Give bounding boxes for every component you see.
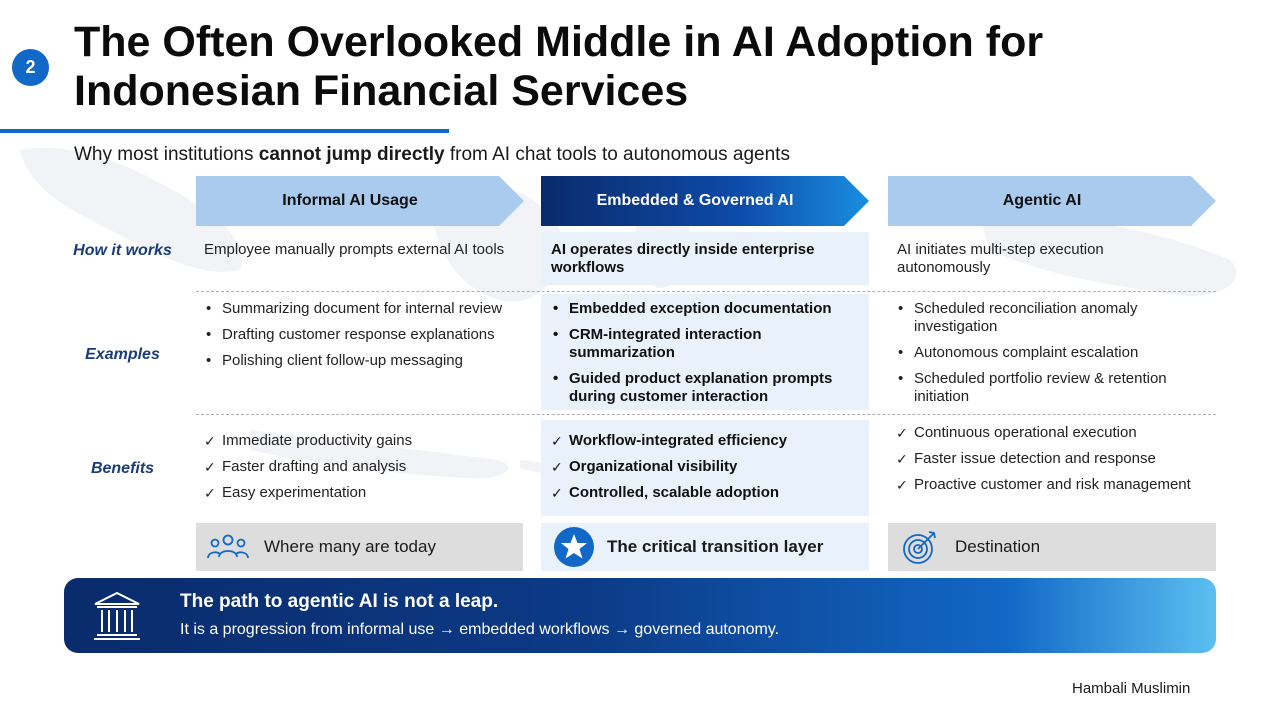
tag-where-many-are-today: Where many are today xyxy=(196,523,523,571)
slide-number-badge: 2 xyxy=(12,49,49,86)
tag-label: The critical transition layer xyxy=(607,537,824,556)
list-item: Embedded exception documentation xyxy=(551,300,861,318)
row-divider xyxy=(196,291,1216,292)
tag-label: Where many are today xyxy=(264,537,436,556)
list-item: Controlled, scalable adoption xyxy=(551,484,861,502)
page-title: The Often Overlooked Middle in AI Adopti… xyxy=(74,18,1044,115)
benefits-list-agentic: Continuous operational execution Faster … xyxy=(896,424,1206,502)
list-item: Organizational visibility xyxy=(551,458,861,476)
list-item: Scheduled portfolio review & retention i… xyxy=(896,370,1206,406)
column-header-label: Embedded & Governed AI xyxy=(596,192,794,209)
list-item: Scheduled reconciliation anomaly investi… xyxy=(896,300,1206,336)
list-item: Faster issue detection and response xyxy=(896,450,1206,468)
tag-critical-transition-layer: The critical transition layer xyxy=(541,523,869,571)
subtitle: Why most institutions cannot jump direct… xyxy=(74,144,790,166)
column-header-embedded: Embedded & Governed AI xyxy=(541,176,869,226)
banner-text: It is a progression from informal use → … xyxy=(180,621,780,638)
column-header-agentic: Agentic AI xyxy=(888,176,1216,226)
row-label-benefits: Benefits xyxy=(90,460,155,477)
benefits-list-informal: Immediate productivity gains Faster draf… xyxy=(204,432,514,510)
list-item: Workflow-integrated efficiency xyxy=(551,432,861,450)
list-item: Polishing client follow-up messaging xyxy=(204,352,514,370)
examples-list-informal: Summarizing document for internal review… xyxy=(204,300,514,378)
tag-label: Destination xyxy=(955,537,1041,556)
star-badge-icon xyxy=(554,527,594,567)
list-item: Immediate productivity gains xyxy=(204,432,514,450)
list-item: Proactive customer and risk management xyxy=(896,476,1206,494)
list-item: Autonomous complaint escalation xyxy=(896,344,1206,362)
list-item: Faster drafting and analysis xyxy=(204,458,514,476)
list-item: Drafting customer response explanations xyxy=(204,326,514,344)
list-item: Guided product explanation prompts durin… xyxy=(551,370,861,406)
people-group-icon xyxy=(207,534,249,559)
takeaway-banner: The path to agentic AI is not a leap. It… xyxy=(64,578,1216,653)
list-item: Continuous operational execution xyxy=(896,424,1206,442)
column-header-label: Informal AI Usage xyxy=(282,192,418,209)
how-it-works-embedded: AI operates directly inside enterprise w… xyxy=(551,241,815,276)
list-item: Summarizing document for internal review xyxy=(204,300,514,318)
row-label-examples: Examples xyxy=(85,346,160,363)
column-header-label: Agentic AI xyxy=(1002,192,1082,209)
target-icon xyxy=(903,531,936,564)
benefits-list-embedded: Workflow-integrated efficiency Organizat… xyxy=(551,432,861,510)
examples-list-embedded: Embedded exception documentation CRM-int… xyxy=(551,300,861,414)
author-name: Hambali Muslimin xyxy=(1072,680,1191,697)
title-underline xyxy=(0,129,449,133)
banner-title: The path to agentic AI is not a leap. xyxy=(180,591,499,612)
column-header-informal: Informal AI Usage xyxy=(196,176,524,226)
subtitle-before: Why most institutions xyxy=(74,144,259,165)
institution-building-icon xyxy=(94,591,140,640)
subtitle-after: from AI chat tools to autonomous agents xyxy=(444,144,790,165)
list-item: CRM-integrated interaction summarization xyxy=(551,326,861,362)
row-label-how-it-works: How it works xyxy=(73,242,172,259)
list-item: Easy experimentation xyxy=(204,484,514,502)
how-it-works-informal: Employee manually prompts external AI to… xyxy=(204,241,505,258)
examples-list-agentic: Scheduled reconciliation anomaly investi… xyxy=(896,300,1206,414)
subtitle-emphasis: cannot jump directly xyxy=(258,144,445,165)
middle-how-panel xyxy=(541,232,869,285)
how-it-works-agentic: AI initiates multi-step execution autono… xyxy=(897,241,1104,276)
row-divider xyxy=(196,414,1216,415)
tag-destination: Destination xyxy=(888,523,1216,571)
indonesia-map-background xyxy=(20,148,1237,481)
